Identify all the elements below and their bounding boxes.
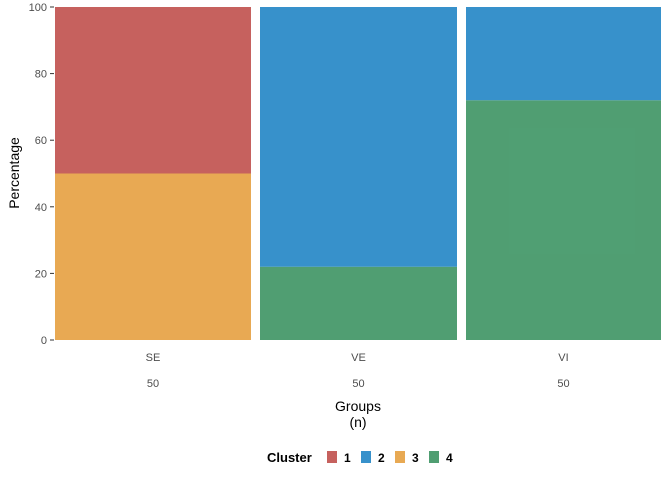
x-count-label: 50 [147,378,159,390]
legend-key-3 [395,451,405,463]
x-category-label: SE [146,352,161,364]
legend-label-2: 2 [378,451,385,465]
x-count-label: 50 [557,378,569,390]
bar-vi-cluster-2 [466,7,661,101]
legend-key-4 [429,451,439,463]
legend-label-4: 4 [446,451,453,465]
legend-key-1 [327,451,337,463]
x-category-label: VI [558,352,568,364]
y-tick-label: 100 [29,2,47,14]
bar-ve-cluster-2 [260,7,457,267]
bar-se-cluster-1 [55,7,251,174]
x-axis-title-line-1: Groups [335,398,381,414]
y-axis: 0 20 40 60 80 100 [29,2,54,347]
legend-label-3: 3 [412,451,419,465]
x-axis: SE 50 VE 50 VI 50 [146,352,570,390]
x-axis-title-line-2: (n) [349,414,366,430]
y-tick-label: 20 [35,268,47,280]
bar-ve-cluster-4 [260,266,457,340]
y-tick-label: 0 [41,335,47,347]
y-tick-label: 80 [35,69,47,81]
bar-se-cluster-3 [55,173,251,340]
legend: Cluster 1 2 3 4 [267,450,453,465]
legend-title: Cluster [267,450,312,465]
legend-label-1: 1 [344,451,351,465]
bars-layer [55,7,661,341]
y-axis-title: Percentage [6,137,22,209]
y-tick-label: 60 [35,135,47,147]
legend-key-2 [361,451,371,463]
y-tick-label: 40 [35,202,47,214]
bar-vi-cluster-4 [466,100,661,341]
x-count-label: 50 [352,378,364,390]
x-category-label: VE [351,352,366,364]
